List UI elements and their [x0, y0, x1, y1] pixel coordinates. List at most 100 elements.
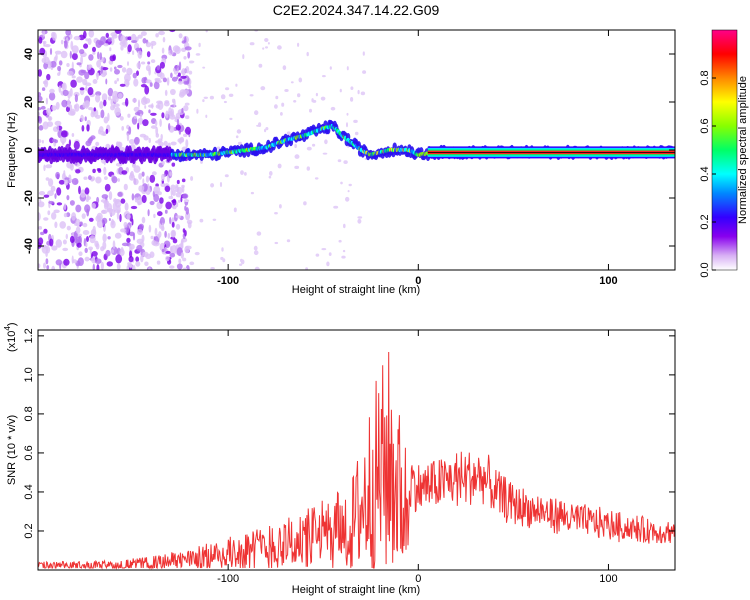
colorbar-ticks: 0.0 0.2 0.4 0.6 0.8: [699, 70, 716, 278]
noise-speckle: [110, 32, 118, 37]
noise-speckle: [150, 125, 157, 129]
noise-speckle: [172, 189, 176, 197]
noise-speckle: [126, 67, 133, 76]
noise-speckle: [38, 92, 42, 97]
snr-ticks: -100 0 100 0.2 0.4 0.6 0.8 1.0 1.2: [23, 328, 675, 585]
snr-unit-close: ): [6, 322, 18, 326]
noise-speckle: [129, 261, 132, 269]
noise-speckle: [58, 179, 65, 185]
noise-speckle: [198, 42, 201, 48]
noise-speckle: [144, 85, 150, 95]
noise-speckle: [120, 35, 126, 45]
noise-speckle: [77, 257, 84, 266]
noise-speckle: [95, 94, 101, 103]
noise-speckle: [38, 69, 42, 77]
noise-speckle: [171, 76, 178, 82]
noise-speckle: [140, 61, 146, 65]
noise-speckle: [117, 178, 120, 182]
noise-speckle: [329, 66, 332, 70]
noise-speckle: [64, 177, 70, 181]
noise-speckle: [180, 75, 187, 79]
noise-speckle: [298, 77, 303, 83]
snr-panel: -100 0 100 0.2 0.4 0.6 0.8 1.0 1.2 Height of str…: [3, 322, 676, 596]
noise-speckle: [80, 114, 84, 122]
noise-speckle: [190, 176, 194, 181]
noise-speckle: [185, 66, 190, 74]
noise-speckle: [242, 54, 245, 60]
noise-speckle: [131, 193, 135, 201]
noise-speckle: [92, 263, 95, 270]
noise-speckle: [155, 33, 159, 38]
noise-speckle: [337, 159, 342, 163]
noise-speckle: [156, 260, 161, 265]
noise-speckle: [115, 254, 123, 264]
noise-speckle: [189, 60, 194, 64]
noise-speckle: [177, 72, 181, 77]
noise-speckle: [73, 140, 80, 150]
noise-speckle: [274, 104, 278, 109]
noise-speckle: [88, 217, 94, 222]
noise-speckle: [178, 33, 183, 39]
noise-speckle: [47, 190, 54, 197]
noise-speckle: [148, 68, 151, 76]
noise-speckle: [114, 66, 117, 70]
noise-speckle: [117, 191, 123, 197]
y-tick-label: -20: [23, 190, 35, 206]
noise-speckle: [341, 255, 346, 259]
noise-speckle: [117, 141, 123, 148]
noise-speckle: [44, 79, 49, 88]
noise-speckle: [223, 100, 227, 104]
colorbar-label: Normalized spectral amplitude: [737, 76, 749, 224]
noise-speckle: [92, 168, 96, 174]
noise-speckle: [342, 249, 346, 253]
noise-speckle: [156, 100, 163, 105]
noise-speckle: [169, 30, 176, 33]
noise-speckle: [127, 61, 129, 66]
noise-speckle: [126, 81, 130, 86]
noise-speckle: [49, 48, 53, 55]
noise-speckle: [153, 81, 160, 90]
noise-speckle: [108, 218, 111, 221]
noise-speckle: [203, 96, 208, 100]
noise-speckle: [267, 42, 270, 45]
noise-speckle: [81, 125, 85, 132]
noise-speckle: [84, 116, 87, 122]
noise-speckle: [182, 257, 187, 262]
noise-speckle: [170, 188, 173, 197]
noise-speckle: [155, 120, 158, 127]
noise-speckle: [346, 66, 349, 71]
noise-speckle: [126, 213, 131, 220]
noise-speckle: [172, 198, 177, 206]
noise-speckle: [144, 98, 151, 104]
noise-speckle: [101, 217, 108, 225]
noise-speckle: [43, 164, 46, 172]
y-tick-label: 0.4: [23, 484, 35, 499]
noise-speckle: [185, 139, 189, 148]
noise-speckle: [60, 39, 64, 45]
noise-speckle: [168, 195, 174, 200]
noise-speckle: [142, 178, 145, 185]
noise-speckle: [95, 176, 102, 184]
spectrogram-image: [38, 30, 675, 270]
noise-speckle: [79, 221, 83, 227]
noise-speckle: [51, 265, 56, 270]
noise-speckle: [71, 178, 79, 185]
noise-speckle: [306, 146, 312, 151]
noise-speckle: [148, 104, 154, 108]
noise-speckle: [99, 101, 104, 109]
noise-speckle: [148, 137, 151, 144]
noise-speckle: [265, 46, 268, 49]
noise-speckle: [168, 123, 171, 131]
colorbar-tick-label: 0.2: [699, 214, 711, 229]
noise-speckle: [256, 231, 262, 236]
noise-speckle: [143, 135, 149, 141]
noise-speckle: [75, 226, 81, 234]
noise-speckle: [65, 233, 69, 240]
noise-speckle: [195, 53, 201, 56]
noise-speckle: [137, 122, 140, 130]
noise-speckle: [151, 118, 157, 124]
noise-speckle: [133, 115, 137, 120]
noise-speckle: [128, 126, 132, 135]
noise-speckle: [159, 61, 165, 69]
noise-speckle: [210, 267, 215, 270]
